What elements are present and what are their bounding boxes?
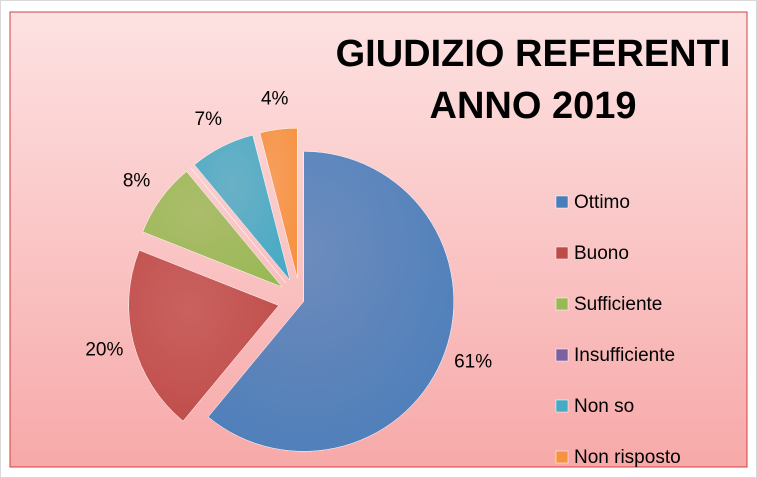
data-label: 7% (195, 109, 223, 130)
legend-swatch (555, 348, 569, 362)
pie-slice (190, 167, 287, 284)
legend-swatch (555, 195, 569, 209)
chart-title: GIUDIZIO REFERENTI ANNO 2019 (335, 33, 731, 127)
pie-slice (259, 127, 298, 279)
legend-label: Non risposto (574, 447, 681, 468)
legend-swatch (555, 297, 569, 311)
legend-label: Insufficiente (574, 345, 675, 366)
pie-slice (207, 151, 454, 452)
legend-label: Non so (574, 396, 634, 417)
data-label: 20% (85, 339, 123, 360)
pie-slice (142, 171, 283, 288)
legend-label: Ottimo (574, 192, 630, 213)
data-label: 61% (454, 351, 492, 372)
pie-slice (194, 134, 291, 281)
legend-swatch (555, 246, 569, 260)
data-label: 8% (123, 170, 151, 191)
pie-slice (128, 249, 280, 422)
legend-swatch (555, 450, 569, 464)
legend-swatch (555, 399, 569, 413)
data-label: 4% (261, 89, 289, 110)
legend-label: Sufficiente (574, 294, 662, 315)
legend-label: Buono (574, 243, 629, 264)
